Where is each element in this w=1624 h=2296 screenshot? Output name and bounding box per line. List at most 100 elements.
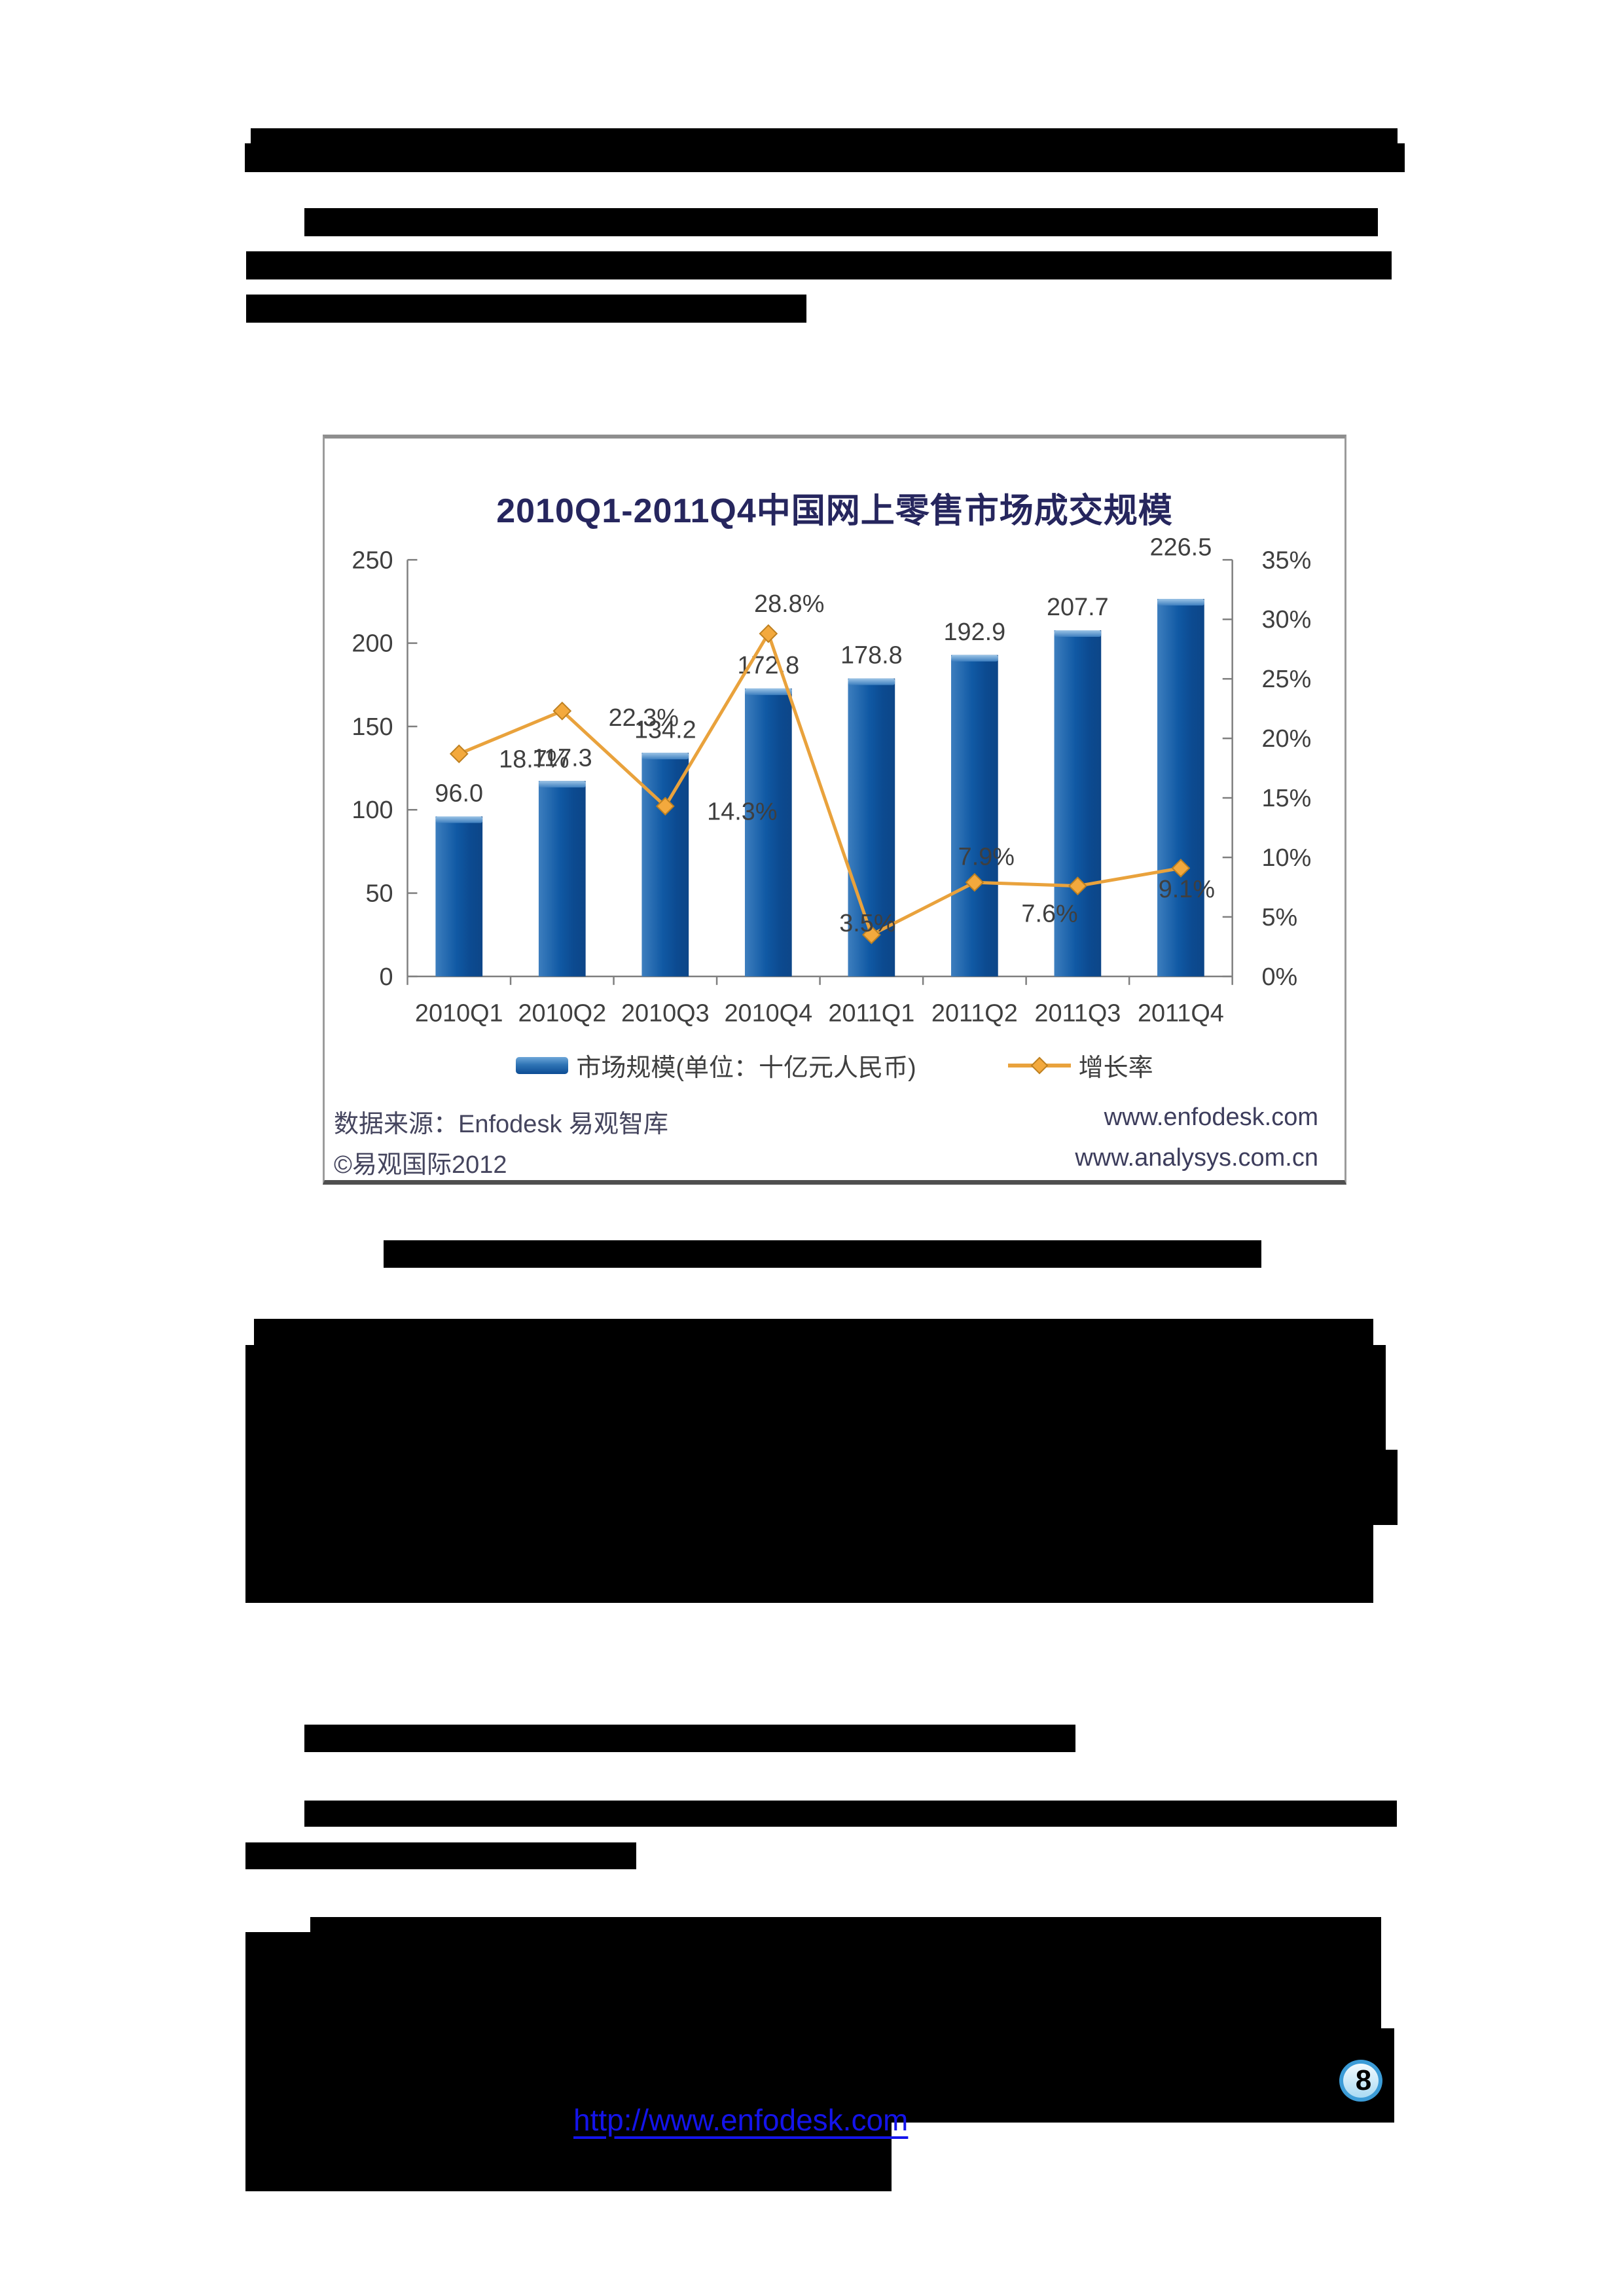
page-number-badge: 8 (1339, 2060, 1382, 2102)
redacted-text-block (245, 1842, 636, 1869)
left-axis-tick-label: 0 (380, 963, 393, 991)
x-axis-label-2011Q4: 2011Q4 (1138, 1000, 1224, 1028)
growth-rate-label: 3.5% (839, 910, 895, 937)
left-axis-tick-label: 200 (352, 630, 393, 658)
x-axis-label-2010Q2: 2010Q2 (518, 1000, 606, 1028)
chart-legend: 市场规模(单位：十亿元人民币) 增长率 (325, 1047, 1344, 1083)
bar-2011Q4 (1157, 599, 1204, 977)
bar-cap-2011Q1 (848, 678, 895, 685)
growth-rate-label: 18.7% (499, 746, 569, 774)
left-axis-tick-label: 250 (352, 547, 393, 574)
page-number: 8 (1355, 2064, 1372, 2096)
bar-value-label: 172.8 (737, 652, 799, 679)
enfodesk-link[interactable]: http://www.enfodesk.com (573, 2103, 909, 2137)
chart-panel: 2010Q1-2011Q4中国网上零售市场成交规模 0 50 100 150 200 25… (323, 435, 1346, 1185)
x-axis-label-2010Q3: 2010Q3 (621, 1000, 710, 1028)
growth-marker-2011Q1 (861, 925, 881, 944)
legend-item-growth-rate: 增长率 (1007, 1047, 1153, 1083)
redacted-text-block (246, 295, 806, 323)
growth-marker-2011Q3 (1068, 876, 1087, 896)
growth-rate-label: 28.8% (754, 590, 824, 618)
legend-item-market-size: 市场规模(单位：十亿元人民币) (516, 1047, 916, 1083)
enfodesk-url-text: www.enfodesk.com (1104, 1103, 1318, 1131)
growth-marker-2010Q3 (655, 797, 675, 816)
right-axis-tick-label: 35% (1261, 547, 1311, 574)
x-axis-label-2011Q3: 2011Q3 (1034, 1000, 1121, 1028)
growth-marker-2011Q2 (965, 872, 984, 892)
bar-value-label: 207.7 (1047, 594, 1109, 621)
line-series-swatch-icon (1007, 1056, 1071, 1074)
bar-series-swatch-icon (516, 1056, 569, 1074)
growth-rate-label: 9.1% (1159, 876, 1215, 903)
bar-value-label: 117.3 (532, 744, 592, 772)
redacted-text-block (384, 1240, 1261, 1268)
redacted-text-block (304, 1725, 1075, 1752)
redacted-text-block (304, 208, 1378, 236)
right-axis-tick-label: 25% (1261, 666, 1311, 693)
redacted-text-block (310, 1917, 1381, 1932)
right-axis-tick-label: 20% (1261, 725, 1311, 753)
redacted-text-block (245, 2123, 892, 2191)
bar-line-chart: 0 50 100 150 200 250 0% 5% 10% 15% 20% 25% 30% 35% 96.… (352, 533, 1311, 1028)
left-axis-tick-label: 50 (365, 880, 393, 908)
growth-rate-label: 22.3% (609, 704, 679, 732)
growth-marker-2010Q4 (759, 624, 778, 643)
right-axis-tick-label: 15% (1261, 785, 1311, 812)
bar-cap-2010Q1 (435, 816, 483, 823)
bar-2010Q4 (744, 688, 792, 977)
redacted-text-block (246, 251, 1392, 279)
redacted-text-block (245, 1525, 1373, 1603)
bar-cap-2010Q3 (641, 753, 689, 760)
growth-rate-labels: 18.7% 22.3% 14.3% 28.8% 3.5% 7.9% 7.6% 9.1% (499, 590, 1215, 937)
bar-value-label: 96.0 (435, 780, 483, 808)
growth-rate-label: 7.9% (958, 843, 1015, 870)
chart-source-text: 数据来源：Enfodesk 易观智库 (334, 1111, 668, 1138)
chart-title: 2010Q1-2011Q4中国网上零售市场成交规模 (496, 492, 1173, 530)
right-axis-tick-label: 0% (1261, 963, 1297, 991)
analysys-url-text: www.analysys.com.cn (1075, 1144, 1318, 1172)
bar-2011Q2 (951, 655, 998, 977)
axis-tick-labels: 0 50 100 150 200 250 0% 5% 10% 15% 20% 25% 30% 35% (352, 547, 1311, 991)
redacted-text-block (251, 128, 1398, 143)
bar-cap-2011Q4 (1157, 599, 1204, 606)
bar-value-label: 178.8 (840, 642, 903, 670)
redacted-text-block (254, 1319, 1373, 1345)
bar-2010Q2 (538, 781, 586, 977)
redacted-text-block (245, 1345, 1386, 1450)
x-axis-label-2011Q1: 2011Q1 (828, 1000, 914, 1028)
redacted-text-block (245, 143, 1405, 172)
growth-marker-2011Q4 (1171, 859, 1191, 878)
x-axis-label-2011Q2: 2011Q2 (931, 1000, 1018, 1028)
redacted-text-block (245, 1932, 1381, 2028)
left-axis-tick-label: 100 (352, 797, 393, 824)
redacted-text-block (304, 1801, 1397, 1827)
redacted-text-block (245, 1450, 1398, 1525)
x-axis-label-2010Q4: 2010Q4 (724, 1000, 812, 1028)
right-axis-tick-label: 30% (1261, 606, 1311, 634)
growth-line-series (449, 624, 1191, 944)
bar-value-label: 226.5 (1150, 533, 1212, 561)
growth-marker-2010Q1 (449, 744, 469, 764)
chart-copyright-text: ©易观国际2012 (334, 1151, 507, 1179)
bar-cap-2010Q4 (744, 688, 792, 695)
growth-rate-label: 14.3% (707, 798, 777, 826)
redacted-text-block (245, 2028, 1394, 2123)
x-axis-label-2010Q1: 2010Q1 (415, 1000, 503, 1028)
bar-2010Q1 (435, 816, 483, 977)
bar-value-label: 134.2 (634, 716, 696, 744)
bar-2011Q3 (1054, 630, 1102, 977)
legend-label-growth-rate: 增长率 (1078, 1054, 1153, 1082)
x-axis-labels: 2010Q1 2010Q2 2010Q3 2010Q4 2011Q1 2011Q2 2011… (415, 1000, 1224, 1028)
growth-rate-label: 7.6% (1021, 900, 1077, 927)
bar-cap-2011Q3 (1054, 630, 1102, 637)
bar-value-label: 192.9 (944, 619, 1006, 646)
bar-2010Q3 (641, 753, 689, 977)
legend-label-market-size: 市场规模(单位：十亿元人民币) (576, 1054, 916, 1082)
right-axis-tick-label: 10% (1261, 844, 1311, 872)
bar-value-labels: 96.0 117.3 134.2 172.8 178.8 192.9 207.7 226.5 (435, 533, 1212, 807)
bar-series (435, 599, 1204, 977)
right-axis-tick-label: 5% (1261, 904, 1297, 931)
growth-marker-2010Q2 (552, 701, 572, 721)
bar-cap-2010Q2 (538, 781, 586, 788)
